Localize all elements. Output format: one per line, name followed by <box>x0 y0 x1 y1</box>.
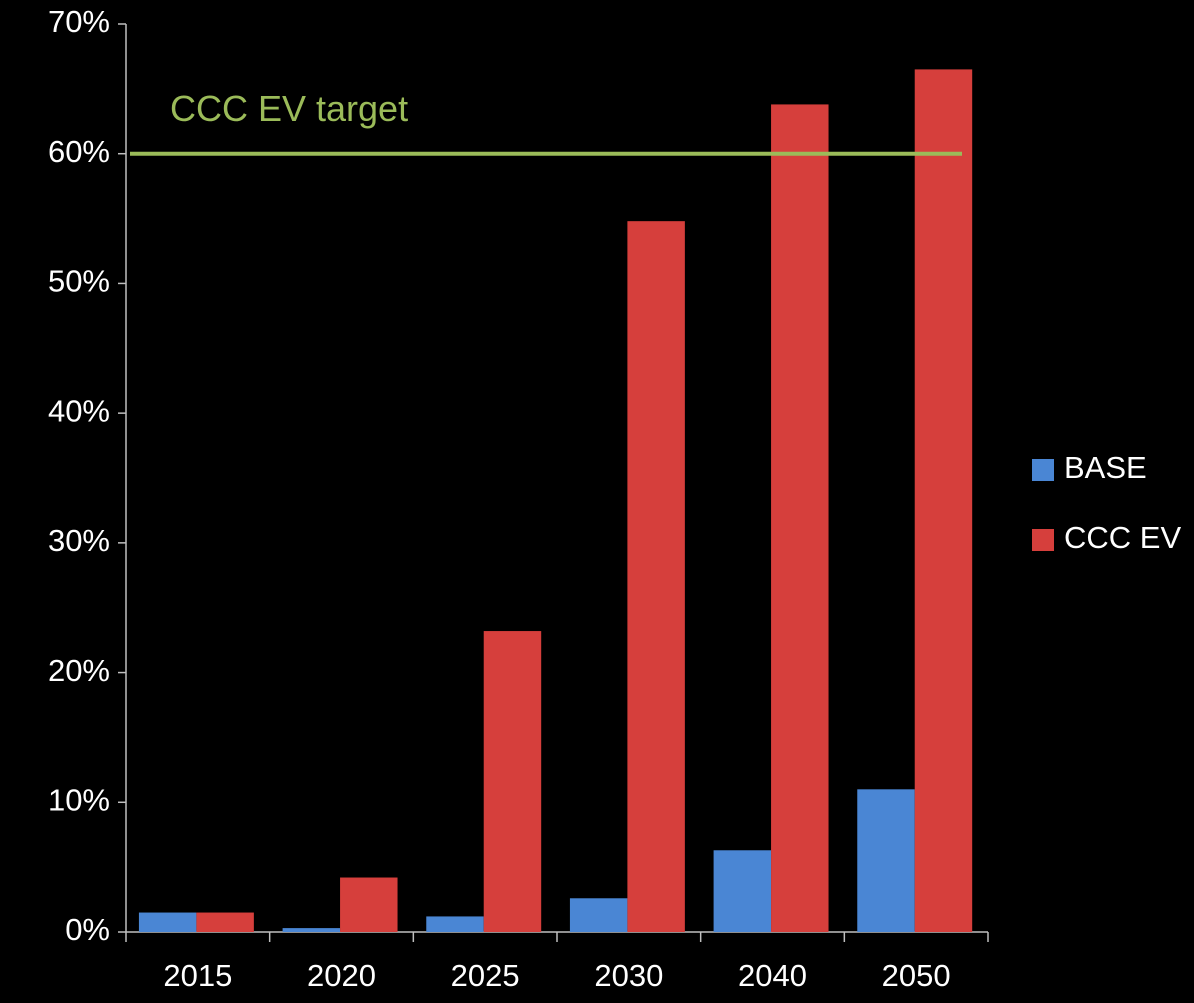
bar <box>340 877 398 932</box>
x-tick-label: 2040 <box>738 958 807 993</box>
y-tick-label: 70% <box>48 4 110 39</box>
legend-label: BASE <box>1064 450 1147 485</box>
bar <box>138 912 197 932</box>
bar <box>627 221 685 932</box>
target-label: CCC EV target <box>170 88 408 129</box>
x-tick-label: 2030 <box>594 958 663 993</box>
bar <box>282 928 341 932</box>
bar <box>857 789 915 932</box>
bar <box>196 912 254 932</box>
legend-swatch <box>1032 529 1054 551</box>
legend-swatch <box>1032 459 1054 481</box>
bar <box>426 916 484 932</box>
bar <box>771 104 829 933</box>
bar <box>914 69 973 932</box>
x-tick-label: 2025 <box>451 958 520 993</box>
bar <box>483 631 542 932</box>
y-tick-label: 10% <box>48 782 110 817</box>
x-tick-label: 2020 <box>307 958 376 993</box>
bar <box>569 898 628 932</box>
y-tick-label: 20% <box>48 653 110 688</box>
x-tick-label: 2050 <box>882 958 951 993</box>
y-tick-label: 60% <box>48 134 110 169</box>
y-tick-label: 0% <box>65 912 110 947</box>
x-tick-label: 2015 <box>163 958 232 993</box>
legend-label: CCC EV <box>1064 520 1181 555</box>
bar <box>713 850 772 932</box>
y-tick-label: 40% <box>48 393 110 428</box>
y-tick-label: 50% <box>48 264 110 299</box>
y-tick-label: 30% <box>48 523 110 558</box>
